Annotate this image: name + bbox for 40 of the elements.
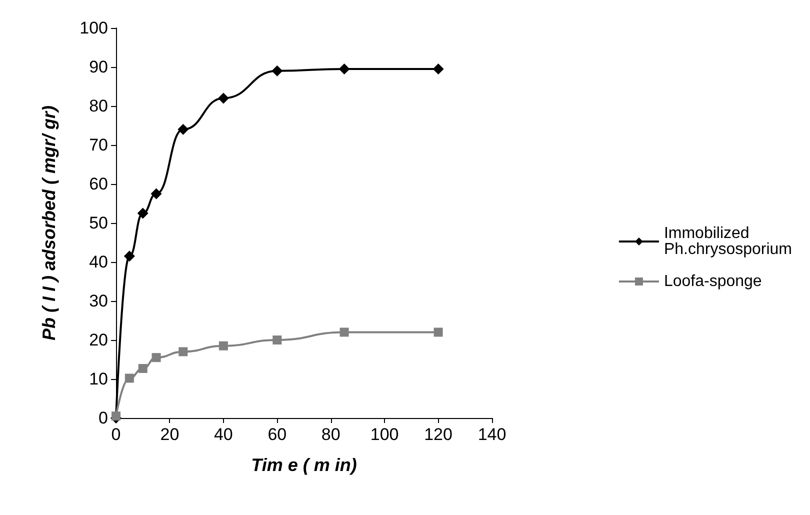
legend-label: Loofa-sponge <box>664 273 762 290</box>
x-tick-label: 140 <box>478 425 506 444</box>
point <box>138 364 148 373</box>
y-tick-label: 80 <box>89 96 108 116</box>
point <box>434 328 443 337</box>
point <box>218 92 229 104</box>
point <box>124 250 135 262</box>
point <box>178 124 189 135</box>
y-tick-label: 20 <box>89 330 108 350</box>
point <box>432 63 444 74</box>
point <box>338 63 350 74</box>
x-tick-label: 40 <box>214 425 233 444</box>
y-tick-label: 100 <box>80 18 108 38</box>
point <box>137 208 148 219</box>
y-tick-label: 70 <box>89 136 108 154</box>
y-tick-label: 50 <box>89 214 108 232</box>
y-tick-label: 40 <box>89 252 108 272</box>
point <box>218 341 228 350</box>
point <box>112 412 120 421</box>
point <box>150 188 162 200</box>
point <box>272 65 283 76</box>
y-tick-label: 90 <box>89 58 108 76</box>
point <box>178 347 188 356</box>
y-tick-label: 60 <box>89 174 108 194</box>
point <box>340 328 349 337</box>
x-tick-label: 60 <box>268 425 287 444</box>
y-tick-label: 10 <box>89 370 108 388</box>
x-tick-label: 20 <box>160 425 180 444</box>
y-tick-label: 0 <box>98 408 108 428</box>
y-axis-title: Pb ( I I ) adsorbed ( mgr/ gr) <box>39 105 59 341</box>
x-tick-label: 100 <box>370 425 399 444</box>
y-tick-label: 30 <box>89 292 108 310</box>
x-tick-label: 80 <box>321 425 340 444</box>
legend-label: Immobilized Ph.chrysosporium <box>664 225 792 258</box>
x-tick-label: 120 <box>424 425 452 444</box>
point <box>124 374 134 383</box>
x-tick-label: 0 <box>111 425 121 444</box>
point <box>152 353 161 362</box>
point <box>272 336 282 344</box>
x-axis-title: Tim e ( m in) <box>251 455 357 475</box>
